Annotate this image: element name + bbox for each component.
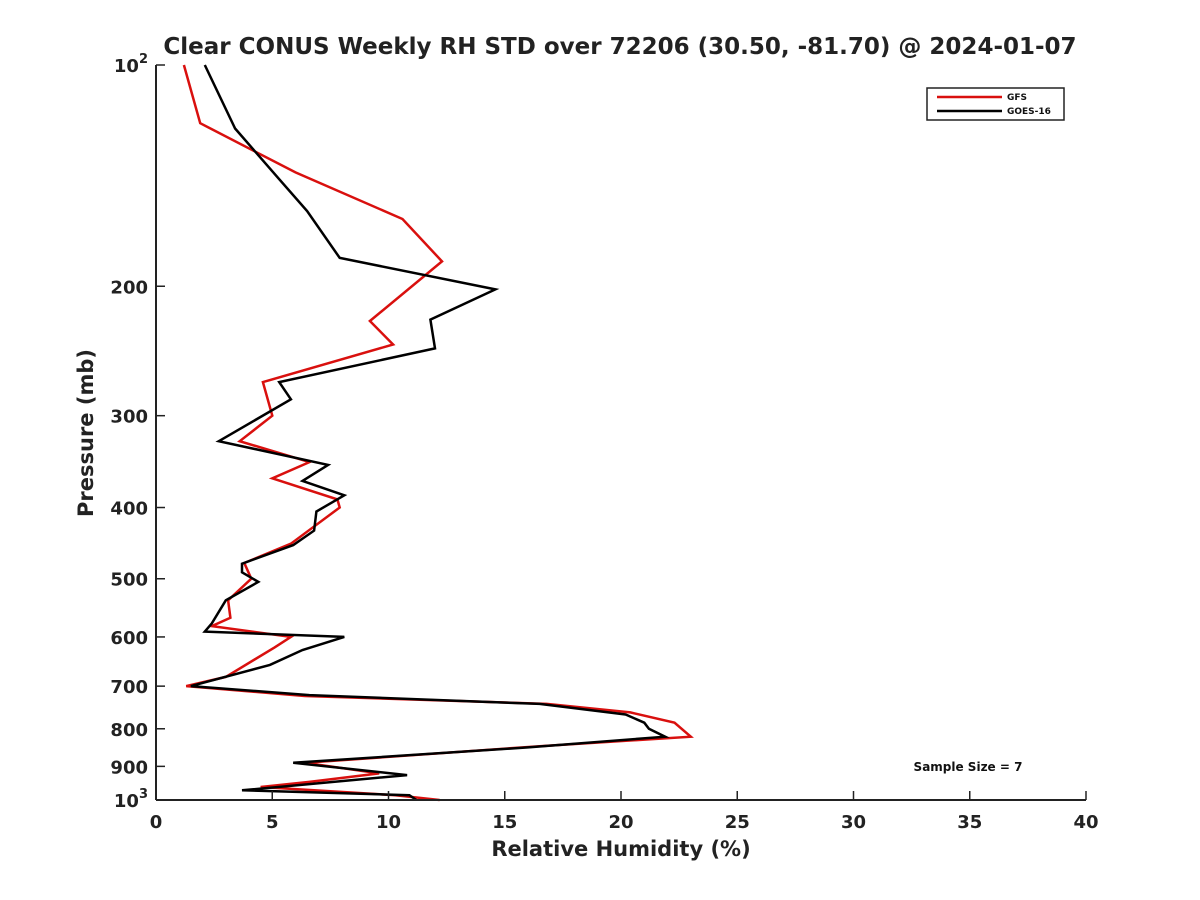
legend-label-goes16: GOES-16: [1007, 107, 1051, 117]
x-axis-ticks: 0 5 10 15 20 25 30 35 40: [150, 791, 1099, 833]
y-tick-label: 400: [110, 499, 148, 520]
legend-box: [926, 87, 1065, 121]
y-tick-label: 103: [114, 787, 148, 812]
x-tick-label: 25: [725, 812, 750, 833]
series-layer: [182, 64, 694, 802]
sample-size-annotation: Sample Size = 7: [914, 760, 1023, 774]
y-tick-label: 500: [110, 570, 148, 591]
x-tick-label: 20: [608, 812, 633, 833]
legend: GFS GOES-16: [926, 87, 1065, 121]
y-tick-label: 102: [114, 52, 148, 77]
y-tick-exponent: 2: [139, 52, 148, 67]
x-tick-label: 5: [266, 812, 279, 833]
y-tick-label: 600: [110, 628, 148, 649]
series-line-goes16: [190, 64, 670, 802]
x-tick-label: 30: [841, 812, 866, 833]
legend-label-gfs: GFS: [1007, 93, 1027, 103]
y-tick-label: 900: [110, 757, 148, 778]
x-tick-label: 10: [376, 812, 401, 833]
y-tick-base: 10: [114, 56, 139, 77]
y-tick-label: 700: [110, 677, 148, 698]
y-tick-label: 800: [110, 720, 148, 741]
x-axis-label: Relative Humidity (%): [491, 837, 750, 861]
plot-area: 0 5 10 15 20 25 30 35 40 10220030040050060070080…: [110, 52, 1098, 833]
y-axis-label: Pressure (mb): [74, 349, 98, 517]
y-tick-label: 300: [110, 407, 148, 428]
series-line-gfs: [182, 64, 694, 802]
y-tick-base: 10: [114, 791, 139, 812]
x-tick-label: 40: [1073, 812, 1098, 833]
y-tick-label: 200: [110, 277, 148, 298]
y-tick-exponent: 3: [139, 787, 148, 802]
x-tick-label: 15: [492, 812, 517, 833]
x-tick-label: 0: [150, 812, 163, 833]
chart-title: Clear CONUS Weekly RH STD over 72206 (30…: [163, 34, 1076, 60]
x-tick-label: 35: [957, 812, 982, 833]
